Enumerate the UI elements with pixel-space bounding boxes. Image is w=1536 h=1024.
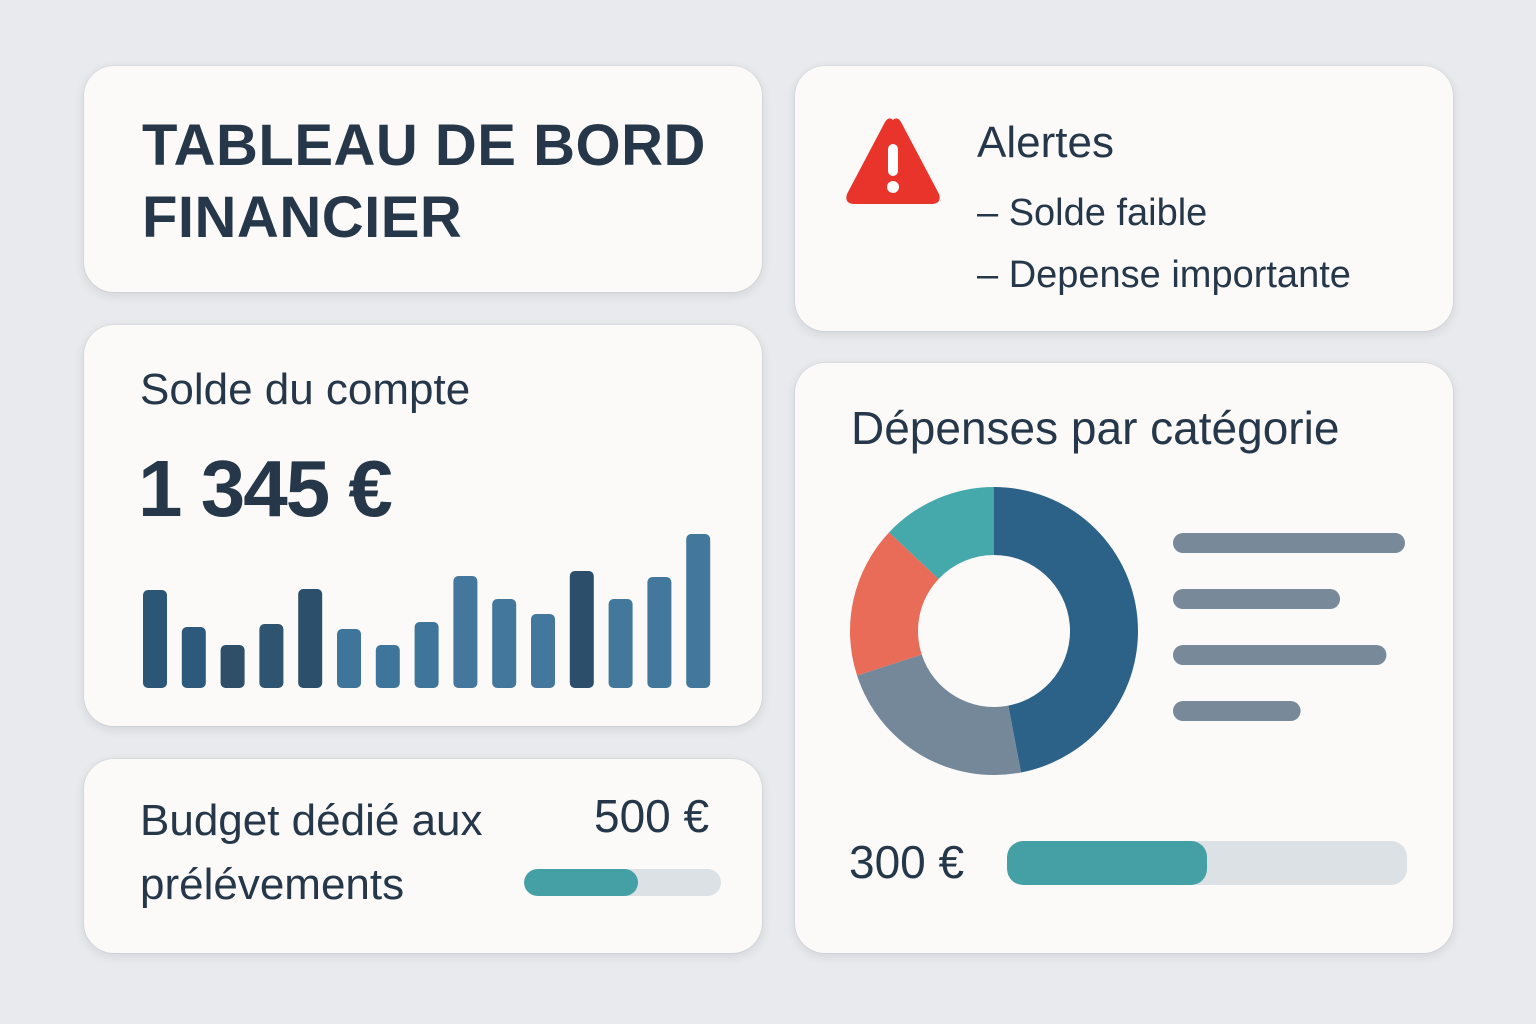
balance-card: Solde du compte 1 345 € [84,325,762,726]
expenses-title: Dépenses par catégorie [851,402,1340,454]
budget-card: Budget dédié aux prélévements 500 € [84,759,762,953]
bar-8 [414,622,439,688]
alert-item[interactable]: – Depense importante [977,254,1351,296]
expenses-card: Dépenses par catégorie 300 € [795,363,1453,953]
balance-title: Solde du compte [140,365,471,414]
alerts-card: Alertes – Solde faible – Depense importa… [795,66,1453,331]
bar-2 [181,627,206,688]
donut-slice-1 [857,654,1021,775]
bar-4 [259,624,284,688]
legend-placeholder-bar [1173,589,1341,609]
legend-placeholder-bar [1173,645,1387,665]
expenses-donut-chart [850,487,1405,775]
bar-14 [647,577,672,688]
budget-progress-bar [524,869,721,896]
bar-6 [337,629,361,688]
expenses-progress-bar [1007,841,1407,885]
expenses-amount: 300 € [849,836,965,888]
alerts-title: Alertes [977,118,1114,167]
page-title: TABLEAU DE BORD FINANCIER [142,113,706,250]
donut-slice-0 [994,487,1138,773]
legend-placeholder-bar [1173,533,1405,553]
bar-9 [453,576,478,688]
donut-slice-2 [850,532,939,676]
budget-progress-fill [524,869,639,896]
warning-triangle-icon [846,118,940,204]
bar-12 [569,571,594,688]
bar-1 [143,590,167,688]
bar-3 [220,645,245,688]
bar-15 [686,534,711,688]
alert-item[interactable]: – Solde faible [977,192,1208,234]
bar-7 [375,645,400,688]
bar-13 [608,599,633,688]
expenses-progress-fill [1007,841,1207,885]
budget-amount: 500 € [594,790,710,842]
title-card: TABLEAU DE BORD FINANCIER [84,66,762,292]
balance-amount: 1 345 € [138,444,393,533]
bar-10 [492,599,517,688]
donut-slice-3 [889,487,994,579]
balance-bar-chart [143,534,711,688]
budget-label: Budget dédié aux prélévements [140,796,483,909]
legend-placeholder-bar [1173,701,1301,721]
bar-11 [531,614,555,688]
bar-5 [298,589,323,688]
